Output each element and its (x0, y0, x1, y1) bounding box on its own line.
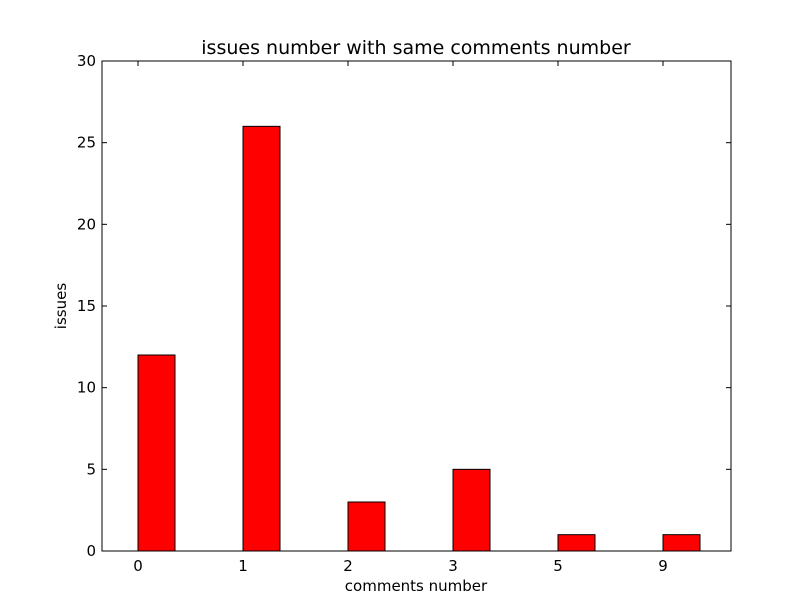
plot-area: 0 5 10 15 20 25 30 0 1 2 3 5 9 (77, 52, 732, 575)
x-tick-label-9: 9 (658, 557, 668, 575)
bar-9 (662, 534, 701, 552)
plot-frame (101, 60, 732, 552)
x-tick-label-3: 3 (448, 557, 458, 575)
bar-2 (347, 501, 386, 552)
y-tick-label-25: 25 (77, 134, 96, 152)
x-tick-label-0: 0 (133, 557, 143, 575)
y-tick-label-20: 20 (77, 215, 96, 233)
x-tick-label-2: 2 (343, 557, 353, 575)
y-axis-label: issues (52, 283, 70, 330)
x-axis-label: comments number (345, 577, 488, 595)
bar-1 (242, 125, 281, 552)
y-tick-label-15: 15 (77, 297, 96, 315)
bar-3 (452, 468, 491, 552)
y-tick-label-10: 10 (77, 379, 96, 397)
y-tick-label-30: 30 (77, 52, 96, 70)
y-tick-label-5: 5 (86, 460, 96, 478)
x-tick-label-5: 5 (553, 557, 563, 575)
bar-0 (137, 354, 176, 552)
y-tick-label-0: 0 (86, 542, 96, 560)
chart-title: issues number with same comments number (201, 37, 631, 59)
bar-5 (557, 534, 596, 552)
x-tick-label-1: 1 (238, 557, 248, 575)
